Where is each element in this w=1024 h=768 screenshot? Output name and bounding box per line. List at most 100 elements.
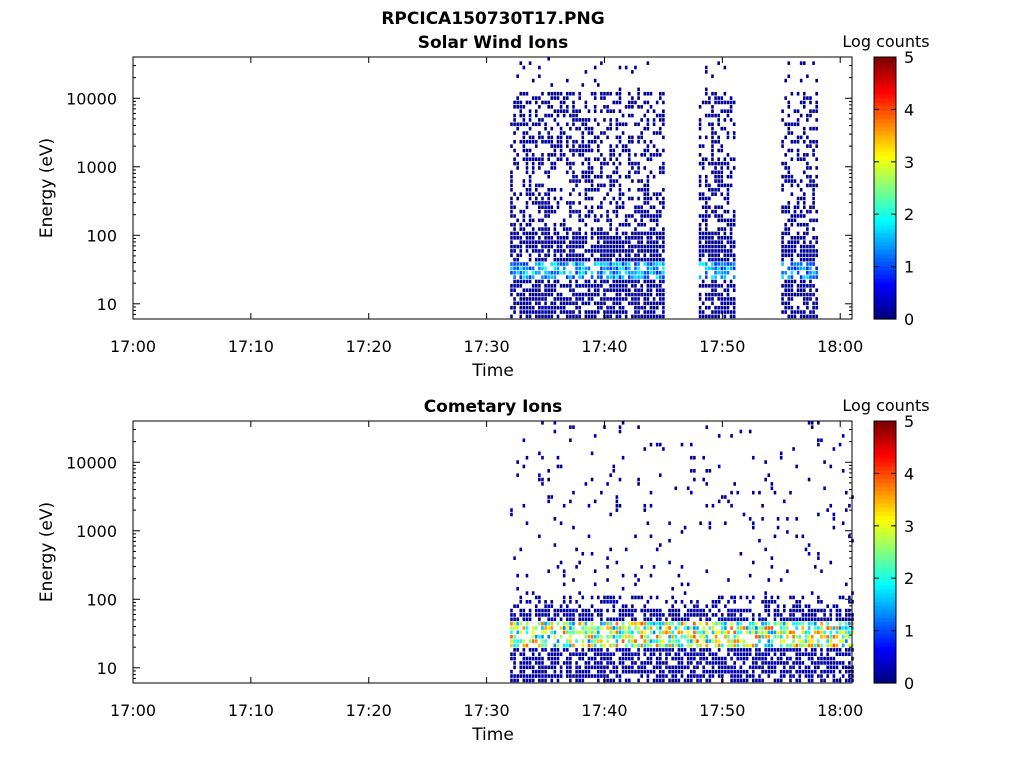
spectrogram-cell — [724, 521, 727, 526]
spectrogram-cell — [698, 314, 702, 319]
spectrogram-cell — [631, 665, 634, 670]
spectrogram-cell — [701, 144, 705, 148]
spectrogram-cell — [704, 314, 708, 319]
spectrogram-cell — [646, 144, 650, 148]
spectrogram-cell — [835, 613, 839, 617]
spectrogram-cell — [627, 91, 631, 96]
spectrogram-cell — [634, 262, 637, 266]
spectrogram-cell — [637, 301, 640, 306]
spectrogram-cell — [531, 652, 535, 657]
spectrogram-cell — [823, 613, 826, 617]
spectrogram-cell — [652, 153, 656, 157]
spectrogram-cell — [658, 621, 662, 626]
spectrogram-cell — [686, 613, 690, 617]
spectrogram-cell — [565, 105, 569, 109]
spectrogram-cell — [723, 109, 727, 113]
colorbar-segment — [874, 629, 896, 635]
spectrogram-cell — [634, 257, 637, 262]
spectrogram-cell — [662, 661, 665, 665]
spectrogram-cell — [575, 253, 578, 258]
spectrogram-cell — [792, 648, 795, 652]
spectrogram-cell — [649, 270, 653, 275]
spectrogram-cell — [655, 218, 659, 223]
spectrogram-cell — [826, 639, 829, 643]
spectrogram-cell — [812, 187, 815, 192]
spectrogram-cell — [556, 648, 560, 652]
spectrogram-cell — [807, 551, 811, 556]
spectrogram-cell — [658, 166, 662, 170]
spectrogram-cell — [596, 122, 600, 127]
spectrogram-cell — [596, 639, 600, 643]
spectrogram-cell — [640, 257, 643, 262]
spectrogram-cell — [798, 617, 802, 622]
spectrogram-cell — [578, 613, 581, 617]
spectrogram-cell — [562, 270, 566, 275]
spectrogram-cell — [531, 288, 535, 293]
spectrogram-cell — [534, 310, 538, 314]
spectrogram-cell — [795, 617, 798, 622]
spectrogram-cell — [793, 179, 797, 183]
spectrogram-cell — [559, 187, 563, 192]
spectrogram-cell — [764, 600, 767, 604]
spectrogram-cell — [609, 240, 612, 244]
spectrogram-cell — [693, 604, 696, 608]
spectrogram-cell — [711, 109, 714, 113]
spectrogram-cell — [544, 231, 547, 236]
spectrogram-cell — [698, 244, 702, 249]
spectrogram-cell — [621, 648, 625, 652]
spectrogram-cell — [634, 305, 637, 310]
spectrogram-cell — [600, 96, 603, 100]
spectrogram-cell — [848, 643, 851, 648]
spectrogram-cell — [717, 656, 721, 661]
spectrogram-cell — [544, 674, 547, 678]
spectrogram-cell — [711, 600, 715, 604]
spectrogram-cell — [779, 630, 783, 635]
spectrogram-cell — [717, 170, 720, 175]
spectrogram-cell — [717, 262, 720, 266]
spectrogram-cell — [784, 205, 787, 210]
spectrogram-cell — [820, 643, 823, 648]
spectrogram-cell — [516, 262, 519, 266]
spectrogram-cell — [643, 621, 647, 626]
spectrogram-cell — [790, 262, 794, 266]
spectrogram-cell — [519, 139, 523, 144]
spectrogram-cell — [510, 613, 513, 617]
spectrogram-cell — [634, 236, 637, 240]
spectrogram-cell — [522, 279, 526, 284]
colorbar-segment — [874, 621, 896, 627]
spectrogram-cell — [618, 301, 622, 306]
spectrogram-cell — [621, 665, 625, 670]
spectrogram-cell — [525, 249, 529, 253]
spectrogram-cell — [798, 652, 802, 657]
spectrogram-cell — [829, 613, 833, 617]
spectrogram-cell — [662, 113, 665, 118]
spectrogram-cell — [544, 100, 547, 105]
spectrogram-cell — [516, 301, 519, 306]
spectrogram-cell — [640, 179, 643, 183]
spectrogram-cell — [590, 451, 594, 456]
spectrogram-cell — [677, 630, 681, 635]
spectrogram-cell — [658, 244, 662, 249]
spectrogram-cell — [528, 174, 532, 179]
spectrogram-cell — [569, 656, 572, 661]
spectrogram-cell — [689, 608, 693, 613]
spectrogram-cell — [696, 604, 699, 608]
spectrogram-cell — [556, 639, 560, 643]
spectrogram-cell — [519, 547, 523, 552]
spectrogram-cell — [562, 227, 566, 231]
spectrogram-cell — [603, 157, 606, 162]
spectrogram-cell — [767, 604, 771, 608]
spectrogram-cell — [790, 314, 794, 319]
spectrogram-cell — [686, 674, 690, 678]
spectrogram-cell — [634, 275, 637, 279]
spectrogram-cell — [770, 486, 774, 491]
spectrogram-cell — [646, 626, 650, 630]
spectrogram-cell — [538, 301, 541, 306]
spectrogram-cell — [522, 613, 526, 617]
spectrogram-cell — [790, 131, 794, 135]
spectrogram-cell — [714, 131, 717, 135]
spectrogram-cell — [578, 310, 581, 314]
spectrogram-cell — [534, 297, 538, 301]
spectrogram-cell — [829, 503, 833, 508]
